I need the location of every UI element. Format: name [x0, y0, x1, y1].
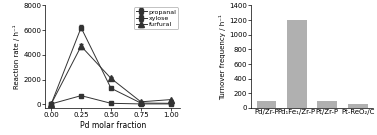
Bar: [317, 101, 337, 108]
Bar: [287, 20, 307, 108]
Y-axis label: Reaction rate / h⁻¹: Reaction rate / h⁻¹: [13, 24, 20, 89]
Bar: [348, 104, 368, 108]
Y-axis label: Turnover frequency / h⁻¹: Turnover frequency / h⁻¹: [219, 14, 226, 100]
X-axis label: Pd molar fraction: Pd molar fraction: [80, 121, 146, 130]
Legend: propanal, xylose, furfural: propanal, xylose, furfural: [134, 7, 178, 29]
Bar: [257, 101, 276, 108]
